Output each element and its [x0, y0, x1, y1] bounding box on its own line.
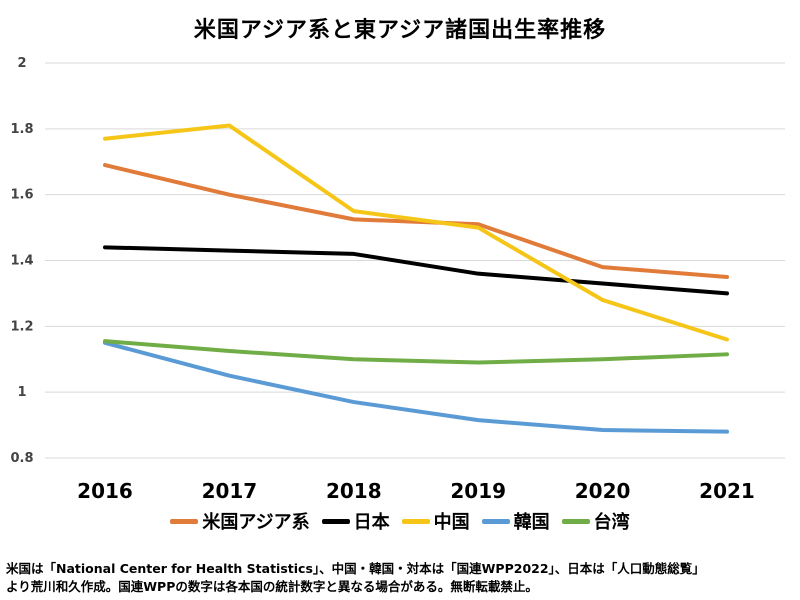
- legend-swatch: [481, 518, 510, 524]
- source-note: 米国は「National Center for Health Statistic…: [6, 560, 796, 596]
- legend-item: 日本: [321, 508, 390, 534]
- source-note-line-1: 米国は「National Center for Health Statistic…: [6, 561, 705, 576]
- y-tick-label: 1: [17, 385, 26, 400]
- legend-label: 台湾: [593, 512, 630, 533]
- series-line-3: [103, 340, 729, 434]
- y-axis-ticks: 0.8 1 1.2 1.4 1.6 1.8 2: [10, 56, 33, 466]
- series-line-1: [103, 245, 729, 296]
- source-note-line-2: より荒川和久作成。国連WPPの数字は各本国の統計数字と異なる場合がある。無断転載…: [6, 579, 538, 594]
- x-axis-ticks: 2016 2017 2018 2019 2020 2021: [77, 479, 755, 503]
- x-tick-label: 2017: [202, 479, 258, 503]
- x-tick-label: 2020: [575, 479, 631, 503]
- x-tick-label: 2016: [77, 479, 133, 503]
- y-tick-label: 1.4: [10, 254, 33, 269]
- y-tick-label: 1.8: [10, 122, 33, 137]
- series-line-0: [103, 163, 729, 279]
- legend-label: 中国: [433, 512, 470, 533]
- series-lines: [103, 123, 729, 434]
- legend-label: 日本: [353, 512, 390, 533]
- legend-item: 台湾: [561, 508, 630, 534]
- legend-label: 米国アジア系: [202, 512, 310, 533]
- legend-item: 米国アジア系: [170, 508, 310, 534]
- series-line-2: [103, 123, 729, 342]
- legend-label: 韓国: [513, 512, 550, 533]
- legend-swatch: [401, 518, 430, 524]
- y-tick-label: 2: [17, 56, 26, 71]
- y-tick-label: 0.8: [10, 451, 33, 466]
- legend-swatch: [561, 518, 590, 524]
- y-tick-label: 1.6: [10, 188, 33, 203]
- legend-item: 韓国: [481, 508, 550, 534]
- x-tick-label: 2019: [450, 479, 506, 503]
- x-tick-label: 2021: [699, 479, 755, 503]
- legend-swatch: [321, 518, 350, 524]
- legend: 米国アジア系 日本 中国 韓国 台湾: [0, 508, 800, 534]
- legend-item: 中国: [401, 508, 470, 534]
- series-line-4: [103, 339, 729, 365]
- y-tick-label: 1.2: [10, 319, 33, 334]
- chart-title: 米国アジア系と東アジア諸国出生率推移: [193, 18, 607, 43]
- gridlines: [45, 62, 785, 459]
- legend-swatch: [170, 518, 199, 524]
- x-tick-label: 2018: [326, 479, 382, 503]
